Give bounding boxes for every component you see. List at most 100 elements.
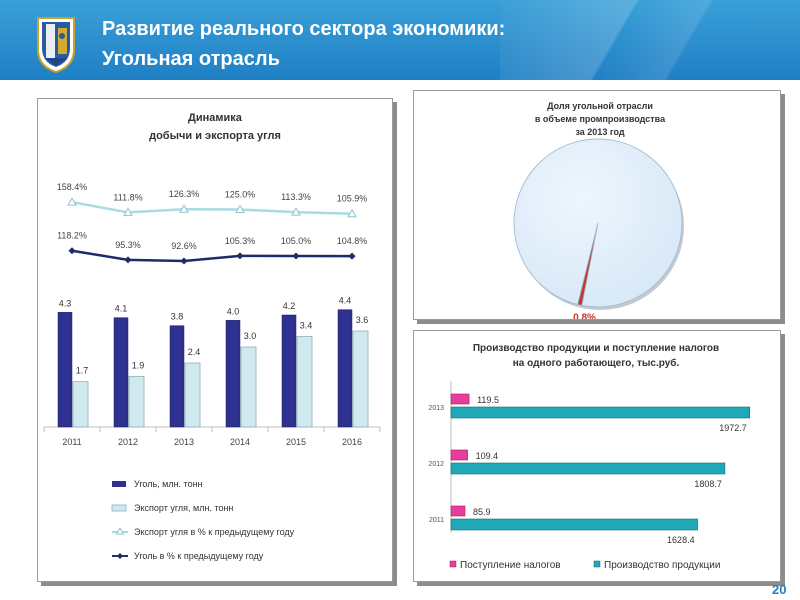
tax-bar-label: 85.9 (473, 507, 491, 517)
pie-title-line: Доля угольной отрасли (547, 101, 653, 111)
tax-bar-label: 119.5 (477, 395, 499, 405)
export-bar-label: 3.6 (356, 315, 369, 325)
legend-label: Экспорт угля, млн. тонн (134, 503, 233, 513)
coal-bar (337, 309, 353, 428)
export-pct-label: 126.3% (169, 189, 200, 199)
export-pct-label: 105.9% (337, 194, 368, 204)
coal-pct-label: 105.0% (281, 236, 312, 246)
export-bar (184, 362, 201, 428)
production-taxes-chart: Производство продукции и поступление нал… (428, 343, 751, 571)
pie-slice-label: 0.8% (573, 313, 596, 319)
coal-bar-label: 4.3 (59, 298, 72, 308)
coal-dynamics-panel: Динамика добычи и экспорта угля 2011 4.3 1.7… (37, 98, 393, 582)
coal-pct-label: 118.2% (57, 231, 87, 241)
coal-bar (113, 317, 129, 428)
coal-pct-marker (348, 252, 356, 260)
x-tick-label: 2011 (62, 437, 81, 447)
coal-pct-marker (68, 247, 76, 255)
x-tick-label: 2012 (118, 437, 138, 447)
production-taxes-panel: Производство продукции и поступление нал… (413, 330, 781, 582)
export-pct-marker (235, 204, 245, 213)
category-label: 2011 (429, 517, 444, 524)
slide-header: Развитие реального сектора экономики: Уг… (0, 0, 800, 80)
coal-pct-label: 95.3% (115, 240, 141, 250)
legend-label-tax: Поступление налогов (460, 560, 561, 571)
chart-title-line: Динамика (188, 112, 243, 124)
coat-of-arms-icon (37, 17, 75, 74)
export-bar-label: 2.4 (188, 347, 201, 357)
export-bar (296, 335, 313, 428)
production-bar-label: 1972.7 (719, 423, 747, 433)
coal-share-pie-chart: Доля угольной отрасли в объеме промпроизв… (513, 101, 684, 319)
header-decoration (500, 0, 800, 80)
tax-bar (450, 505, 466, 517)
coal-bar (225, 320, 241, 428)
export-pct-marker (123, 207, 133, 216)
coal-bar-label: 3.8 (171, 312, 184, 322)
hbar-title-line: Производство продукции и поступление нал… (473, 343, 719, 354)
production-bar (450, 462, 726, 475)
legend-marker-export-pct (115, 527, 125, 535)
export-pct-label: 111.8% (113, 192, 142, 202)
x-tick-label: 2016 (342, 437, 362, 447)
legend-swatch-tax (449, 560, 457, 568)
pie-title-line: в объеме промпроизводства (535, 114, 666, 124)
production-bar (450, 518, 698, 531)
coal-bar-label: 4.4 (339, 296, 352, 306)
coal-pct-marker (236, 252, 244, 260)
coal-bar-label: 4.2 (283, 301, 296, 311)
x-tick-label: 2014 (230, 437, 250, 447)
legend-swatch-export (111, 504, 127, 512)
category-label: 2013 (428, 405, 444, 412)
export-bar (352, 330, 369, 428)
page-number: 20 (772, 582, 787, 597)
export-bar (72, 381, 89, 428)
coal-dynamics-chart: Динамика добычи и экспорта угля 2011 4.3 1.7… (43, 112, 381, 561)
pie-slice-coal (577, 222, 599, 306)
coal-pct-marker (124, 256, 132, 264)
coal-pct-label: 105.3% (225, 236, 256, 246)
coal-pct-marker (292, 252, 300, 260)
page-title: Развитие реального сектора экономики: Уг… (102, 14, 505, 74)
production-bar (450, 406, 751, 419)
pie-title-line: за 2013 год (575, 127, 624, 137)
legend-label: Уголь, млн. тонн (134, 479, 203, 489)
coal-bar-label: 4.0 (227, 306, 240, 316)
export-pct-marker (347, 208, 357, 218)
coal-pct-label: 92.6% (171, 241, 197, 251)
chart-title-line: добычи и экспорта угля (149, 130, 281, 142)
production-bar-label: 1628.4 (667, 535, 695, 545)
page-title-line-2: Угольная отрасль (102, 48, 280, 70)
coal-share-panel: Доля угольной отрасли в объеме промпроизв… (413, 90, 781, 320)
export-pct-marker (291, 207, 301, 216)
export-pct-marker (179, 204, 189, 213)
coal-pct-line (71, 249, 353, 263)
x-tick-label: 2015 (286, 437, 306, 447)
export-pct-line (71, 200, 353, 215)
tax-bar (450, 449, 468, 461)
export-bar-label: 1.7 (76, 366, 89, 376)
coal-bar (281, 314, 297, 428)
tax-bar (450, 393, 470, 405)
coal-bar (57, 312, 73, 428)
production-bar-label: 1808.7 (694, 479, 722, 489)
legend-swatch-coal (112, 481, 126, 487)
export-pct-marker (67, 197, 77, 206)
export-bar-label: 3.4 (300, 320, 313, 330)
coal-pct-label: 104.8% (337, 236, 368, 246)
export-bar-label: 3.0 (244, 331, 257, 341)
x-tick-label: 2013 (174, 437, 194, 447)
export-pct-label: 125.0% (225, 190, 256, 200)
export-pct-label: 113.3% (281, 192, 311, 202)
legend-label-production: Производство продукции (604, 560, 720, 571)
coal-bar-label: 4.1 (115, 304, 128, 314)
export-bar-label: 1.9 (132, 360, 145, 370)
page-title-line-1: Развитие реального сектора экономики: (102, 18, 506, 40)
tax-bar-label: 109.4 (476, 451, 499, 461)
legend-swatch-production (593, 560, 601, 568)
legend-marker-coal-pct (117, 553, 123, 559)
legend-label: Экспорт угля в % к предыдущему году (134, 527, 295, 537)
coal-pct-marker (180, 257, 188, 265)
coal-bar (169, 325, 185, 428)
export-pct-label: 158.4% (57, 182, 88, 192)
